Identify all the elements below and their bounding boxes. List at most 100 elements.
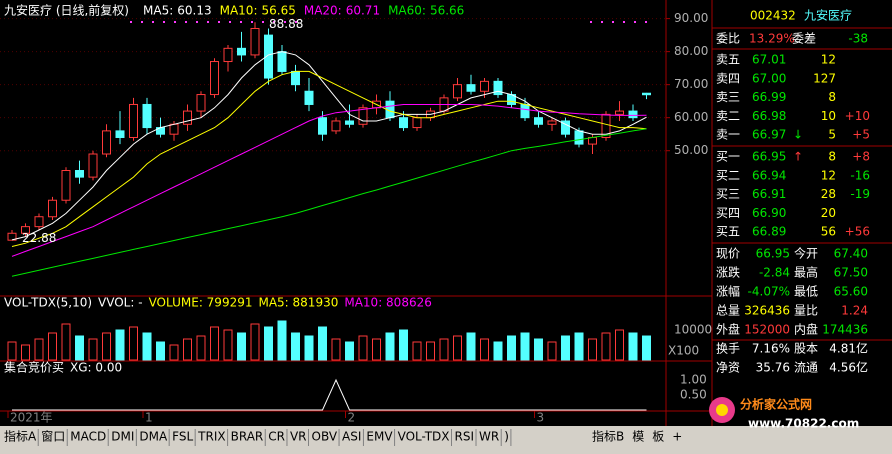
volume-bar	[399, 329, 408, 361]
tab[interactable]: MACD	[70, 430, 106, 444]
tab[interactable]: CR	[268, 430, 285, 444]
book-label: 买五	[716, 225, 740, 239]
tab[interactable]: )	[504, 430, 509, 444]
tab[interactable]: VR	[290, 430, 307, 444]
book-label: 卖四	[716, 71, 740, 85]
logo: 分析家公式网 www.70822.com	[709, 397, 859, 431]
legend-label: XG: 0.00	[70, 361, 122, 375]
book-volume: 5	[828, 128, 836, 142]
candle-body	[115, 130, 125, 138]
tab[interactable]: DMI	[111, 430, 134, 444]
volume-bar	[547, 341, 557, 361]
legend-label: MA60:	[388, 4, 426, 18]
volume-bar	[331, 338, 341, 361]
book-price: 66.90	[752, 206, 786, 220]
volume-bar	[534, 338, 543, 361]
legend-label: MA5: 881930	[258, 296, 338, 310]
tab[interactable]: EMV	[366, 430, 393, 444]
tab[interactable]: DMA	[139, 430, 168, 444]
volume-bar	[372, 338, 381, 361]
tab[interactable]: VOL-TDX	[398, 430, 450, 444]
candle-body	[601, 113, 611, 138]
book-arrow: ↓	[793, 128, 803, 142]
book-change: -19	[850, 187, 870, 201]
candle-body	[102, 130, 111, 155]
book-volume: 127	[813, 71, 836, 85]
tab[interactable]: 指标B	[592, 429, 624, 444]
y-tick-label: 0.50	[680, 388, 707, 402]
volume-bar	[628, 332, 638, 361]
stat-label: 量比	[794, 304, 818, 318]
quote-value: -38	[848, 32, 868, 46]
candle-body	[196, 94, 206, 112]
candle-body	[615, 110, 624, 115]
volume-bar	[264, 326, 273, 361]
tab[interactable]: 窗口	[41, 430, 65, 444]
volume-bar	[142, 332, 152, 361]
legend-label: VVOL: -	[98, 296, 143, 310]
volume-bar	[223, 329, 233, 361]
candle-body	[48, 199, 57, 218]
volume-bar	[493, 341, 503, 361]
tab[interactable]: FSL	[172, 430, 193, 444]
book-label: 买一	[716, 150, 740, 164]
volume-bar	[480, 338, 489, 361]
tab[interactable]: 指标A	[4, 429, 37, 444]
stat-label: 涨幅	[716, 284, 740, 299]
tab[interactable]: OBV	[312, 430, 338, 444]
stat-label: 净资	[716, 361, 740, 375]
stat-label: 股本	[794, 342, 818, 356]
legend-label: MA10: 808626	[344, 296, 432, 310]
logo-icon	[716, 404, 728, 416]
tab[interactable]: BRAR	[231, 430, 264, 444]
legend-label: MA20:	[304, 4, 342, 18]
tab[interactable]: 板	[652, 430, 664, 444]
candle-body	[223, 47, 233, 63]
y-tick-label: 1.00	[680, 373, 707, 387]
book-price: 66.95	[752, 150, 786, 164]
tab[interactable]: RSI	[455, 430, 475, 444]
legend-value: 60.71	[346, 4, 380, 18]
tab[interactable]: TRIX	[197, 430, 225, 444]
book-volume: 28	[821, 187, 836, 201]
volume-bar	[61, 323, 71, 361]
volume-bar	[642, 335, 651, 361]
stat-value: 1.24	[841, 304, 868, 318]
book-price: 66.91	[752, 187, 786, 201]
candle-body	[466, 84, 476, 92]
volume-bar	[237, 332, 246, 361]
volume-bar	[196, 335, 206, 361]
volume-bar	[507, 335, 516, 361]
stat-value: 35.76	[756, 361, 790, 375]
indicator-line	[12, 378, 647, 411]
stock-code: 002432	[750, 9, 796, 23]
stat-label: 最高	[794, 265, 818, 280]
volume-bar	[318, 326, 327, 361]
stat-value: 152000	[744, 323, 790, 337]
book-volume: 12	[821, 53, 836, 67]
candle-body	[250, 28, 260, 56]
book-label: 买四	[716, 206, 740, 220]
tab[interactable]: ASI	[342, 430, 361, 444]
stock-name: 九安医疗	[804, 8, 852, 23]
book-volume: 12	[821, 168, 836, 182]
volume-bar	[304, 335, 314, 361]
legend-label: MA5:	[143, 4, 173, 18]
tab[interactable]: 模	[632, 430, 644, 444]
candle-body	[129, 103, 138, 138]
legend-label: VOLUME: 799291	[149, 296, 253, 310]
candle-body	[534, 117, 543, 125]
candle-body	[277, 51, 287, 72]
volume-bar	[358, 335, 368, 361]
stat-label: 外盘	[716, 322, 740, 337]
stat-value: 67.50	[834, 266, 868, 280]
stat-value: 174436	[822, 323, 868, 337]
stat-value: -2.84	[759, 266, 790, 280]
panel-title: 集合竞价买	[4, 360, 64, 375]
tab[interactable]: WR	[479, 430, 499, 444]
book-volume: 20	[821, 206, 836, 220]
tab[interactable]: +	[672, 430, 682, 444]
candle-body	[345, 120, 354, 125]
candle-body	[453, 84, 462, 99]
